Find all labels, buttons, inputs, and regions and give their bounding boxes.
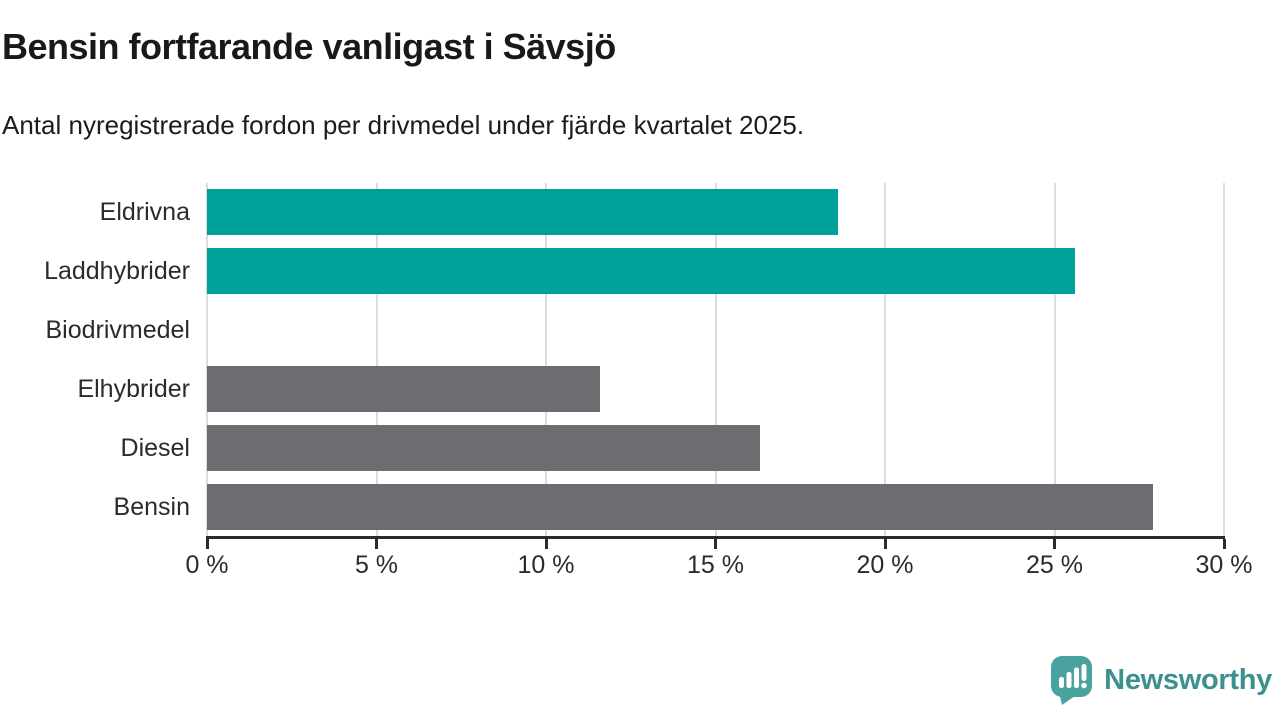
category-axis-labels: Eldrivna Laddhybrider Biodrivmedel Elhybrid…: [0, 183, 190, 537]
bar-bensin: [207, 484, 1153, 530]
x-tick-label-30: 30 %: [1195, 551, 1253, 579]
x-tick-label-15: 15 %: [687, 551, 744, 579]
gridline-15: [714, 183, 717, 537]
bar-eldrivna: [207, 189, 838, 235]
category-label-eldrivna: Eldrivna: [99, 198, 190, 226]
category-label-biodrivmedel: Biodrivmedel: [45, 316, 190, 344]
category-label-laddhybrider: Laddhybrider: [44, 257, 190, 285]
chart-subtitle: Antal nyregistrerade fordon per drivmede…: [2, 110, 805, 140]
bar-laddhybrider: [207, 248, 1075, 294]
x-tick-5: [375, 539, 378, 549]
x-tick-20: [883, 539, 887, 549]
newsworthy-wordmark: Newsworthy: [1104, 663, 1272, 696]
x-tick-label-20: 20 %: [856, 551, 914, 579]
x-tick-15: [714, 539, 717, 549]
newsworthy-speech-bubble-chart-icon: [1049, 654, 1095, 706]
gridline-25: [1053, 183, 1056, 537]
gridline-0: [206, 183, 208, 537]
x-tick-label-5: 5 %: [354, 551, 399, 579]
x-tick-30: [1222, 539, 1226, 549]
x-tick-0: [205, 539, 209, 549]
x-axis-line: [206, 536, 1225, 539]
plot-area: [206, 183, 1225, 537]
bar-elhybrider: [207, 366, 601, 412]
newsworthy-logo: Newsworthy: [1049, 654, 1272, 706]
x-tick-25: [1053, 539, 1056, 549]
category-label-elhybrider: Elhybrider: [77, 375, 190, 403]
gridline-10: [545, 183, 547, 537]
category-label-bensin: Bensin: [113, 493, 190, 521]
bar-diesel: [207, 425, 760, 471]
category-label-diesel: Diesel: [120, 434, 190, 462]
x-tick-label-10: 10 %: [517, 551, 575, 579]
x-tick-label-25: 25 %: [1026, 551, 1083, 579]
gridline-5: [375, 183, 378, 537]
gridline-30: [1223, 183, 1225, 537]
x-tick-10: [544, 539, 548, 549]
x-tick-label-0: 0 %: [185, 551, 229, 579]
gridline-20: [884, 183, 886, 537]
chart-title: Bensin fortfarande vanligast i Sävsjö: [2, 26, 616, 67]
